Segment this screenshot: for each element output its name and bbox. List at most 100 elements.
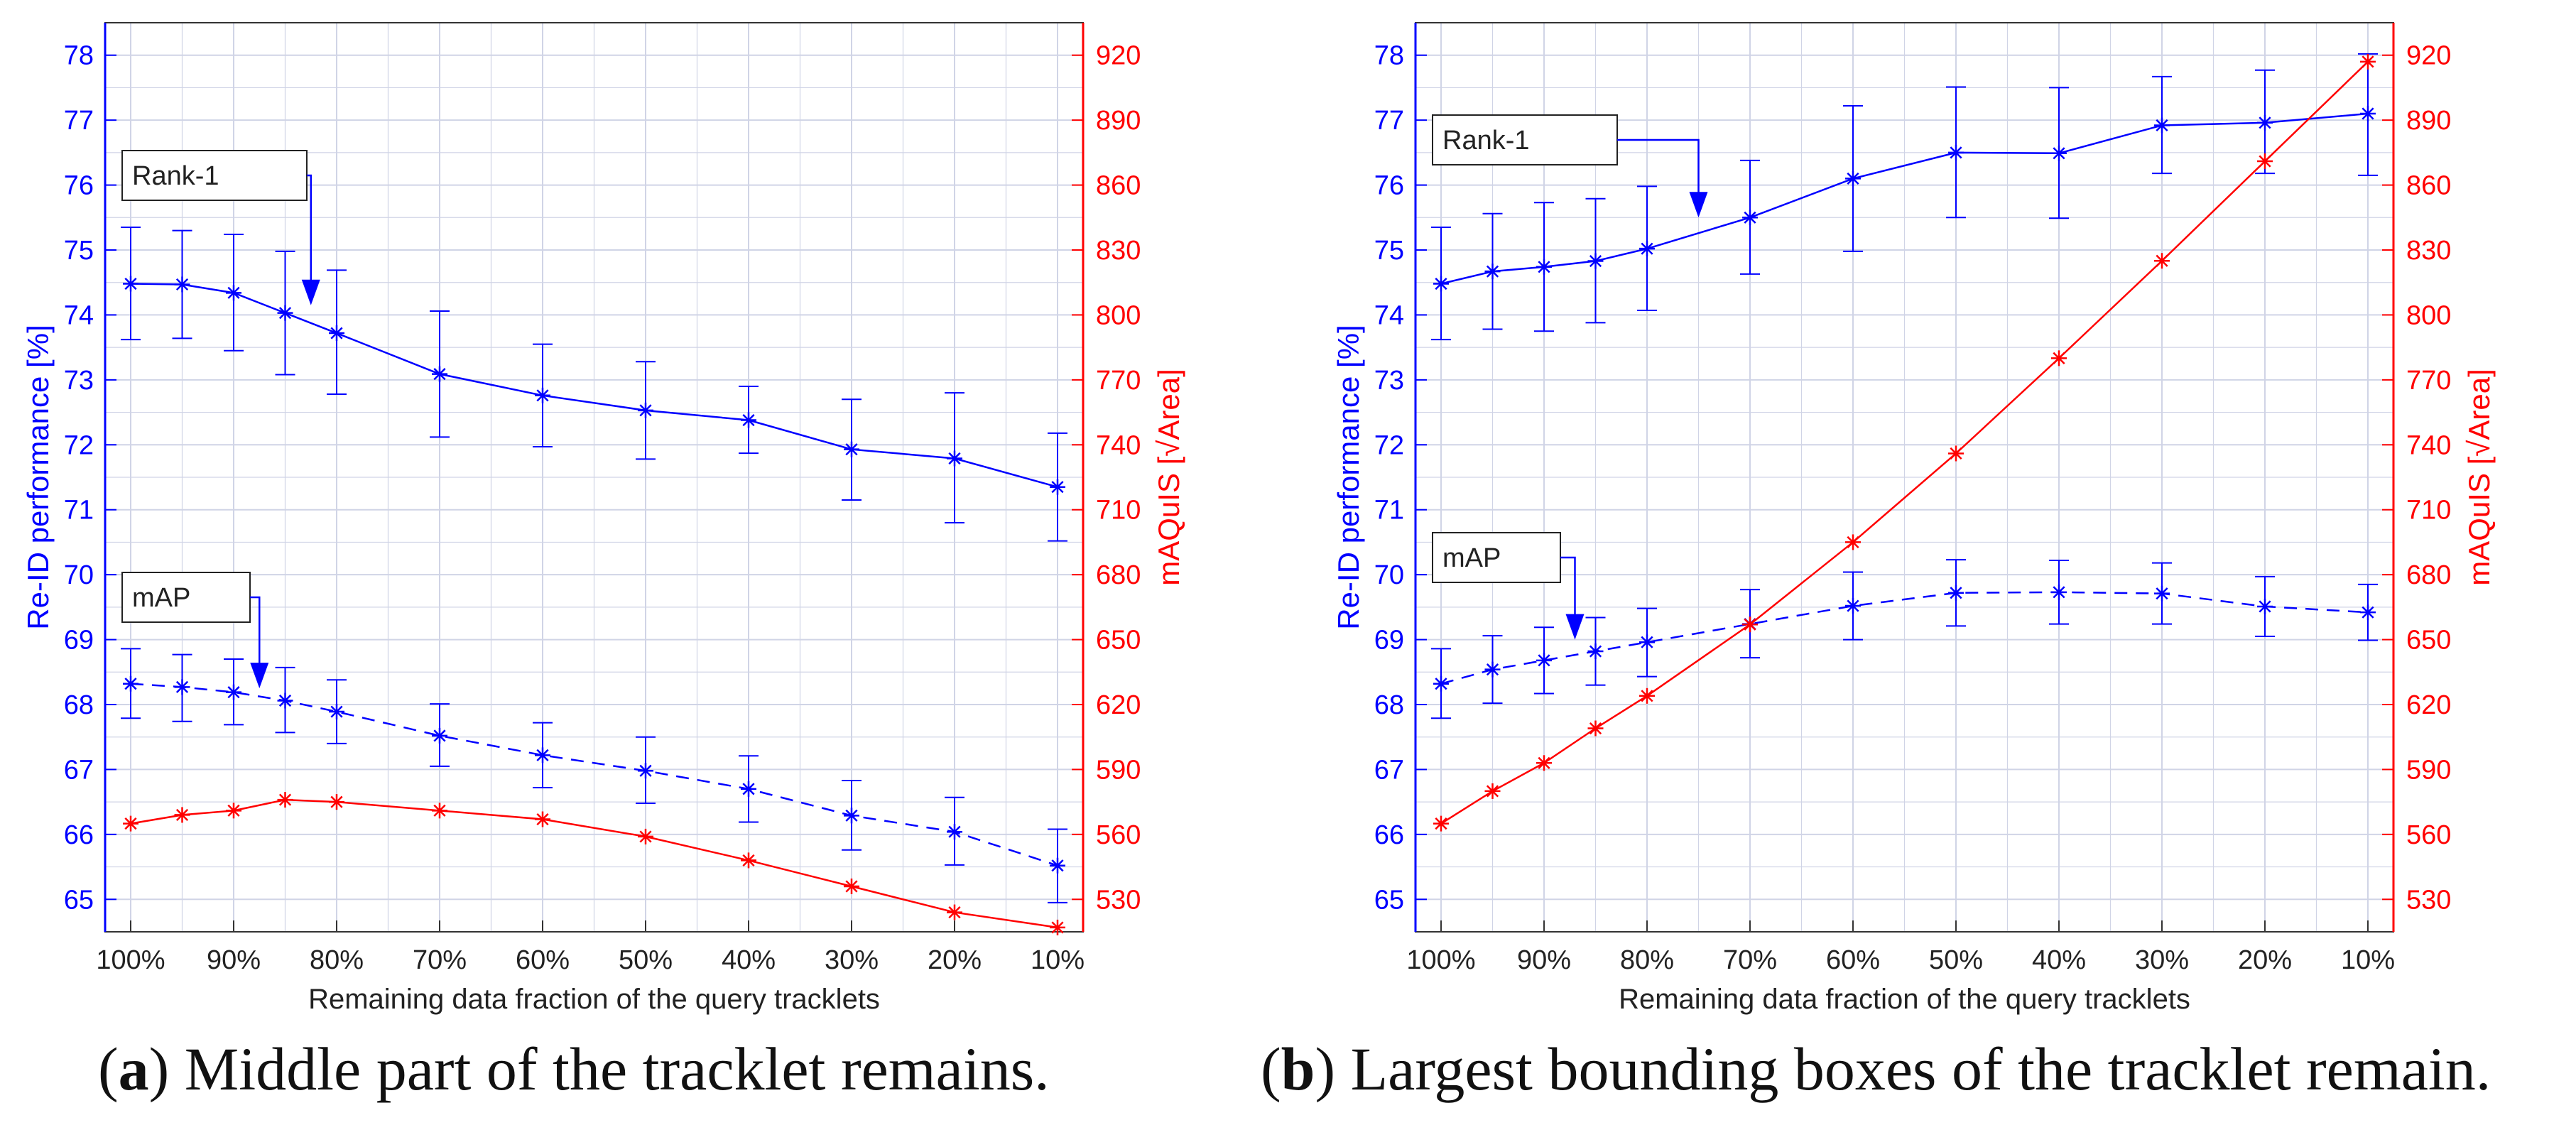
left-y-tick-label: 76: [1374, 171, 1404, 201]
data-point-stroke: [175, 808, 189, 822]
annotation-map: mAP: [121, 572, 269, 689]
data-point: [2051, 145, 2067, 161]
data-point-stroke: [742, 413, 755, 427]
data-point: [2257, 153, 2273, 170]
x-tick-label: 80%: [310, 945, 364, 975]
annotation-box: [1432, 114, 1618, 165]
left-y-tick-label: 77: [1374, 106, 1404, 136]
data-point: [277, 305, 293, 321]
right-y-axis-label: mAQuIS [√Area]: [1152, 369, 1185, 585]
data-point: [535, 811, 550, 827]
data-point-stroke: [536, 749, 549, 761]
data-point: [638, 763, 653, 779]
x-axis-label: Remaining data fraction of the query tra…: [1619, 984, 2190, 1015]
x-tick-label: 40%: [2032, 945, 2086, 975]
data-point: [1845, 534, 1861, 550]
data-point-stroke: [1744, 618, 1756, 631]
x-tick-label: 80%: [1620, 945, 1674, 975]
data-point-stroke: [845, 880, 858, 893]
data-point: [844, 441, 859, 457]
annotation-arrow-line: [1617, 138, 1700, 197]
data-point: [741, 852, 756, 869]
data-point-stroke: [227, 286, 240, 299]
x-tick-label: 10%: [2341, 945, 2395, 975]
data-point-stroke: [536, 812, 549, 826]
annotation-arrow-head: [1565, 614, 1585, 640]
caption-b: (b) Largest bounding boxes of the trackl…: [1261, 1035, 2491, 1103]
data-point: [1948, 585, 1964, 601]
data-point: [844, 879, 859, 894]
left-y-tick-label: 70: [1374, 560, 1404, 590]
x-axis-label: Remaining data fraction of the query tra…: [308, 984, 880, 1015]
data-point-stroke: [536, 389, 549, 402]
data-point-stroke: [948, 452, 961, 465]
data-point: [2360, 604, 2376, 621]
right-y-tick-label: 560: [2406, 820, 2451, 850]
series-line-rank-1: [130, 283, 1058, 488]
data-point: [1639, 634, 1655, 651]
data-point: [2154, 253, 2170, 269]
data-point-stroke: [2156, 119, 2168, 132]
data-point: [947, 904, 962, 920]
series-line-maquis: [1440, 60, 2369, 825]
right-y-tick-label: 890: [2406, 106, 2451, 136]
data-point: [947, 450, 962, 467]
left-y-tick-label: 71: [1374, 496, 1404, 526]
data-point: [123, 675, 138, 692]
data-point-stroke: [1538, 756, 1550, 769]
right-y-tick-label: 590: [2406, 755, 2451, 785]
left-y-tick-label: 71: [64, 496, 94, 526]
data-point-stroke: [1538, 261, 1550, 273]
data-point-stroke: [1641, 636, 1653, 648]
data-point-stroke: [433, 729, 446, 742]
annotation-arrow-head: [1689, 192, 1708, 218]
left-y-tick-label: 69: [64, 626, 94, 656]
data-point-stroke: [1641, 242, 1653, 255]
data-point: [1742, 616, 1758, 633]
x-tick-label: 100%: [96, 945, 165, 975]
data-point-stroke: [2156, 254, 2168, 267]
data-point-stroke: [1847, 536, 1859, 549]
right-y-tick-label: 890: [1096, 106, 1141, 136]
left-y-tick-label: 72: [64, 430, 94, 460]
data-point-stroke: [1589, 722, 1602, 735]
right-y-tick-label: 530: [2406, 885, 2451, 915]
x-tick-label: 30%: [825, 945, 879, 975]
x-tick-label: 50%: [619, 945, 673, 975]
data-point: [638, 402, 653, 418]
data-point: [535, 387, 550, 403]
right-y-tick-label: 620: [2406, 690, 2451, 720]
data-point-stroke: [1051, 481, 1064, 494]
data-point-stroke: [1950, 146, 1962, 159]
data-point: [329, 794, 344, 810]
data-point-stroke: [227, 804, 240, 817]
data-point-stroke: [2259, 600, 2271, 613]
left-y-tick-label: 75: [64, 236, 94, 266]
data-point-stroke: [1486, 265, 1499, 278]
data-point: [1948, 144, 1964, 161]
x-tick-label: 20%: [928, 945, 982, 975]
right-y-tick-label: 650: [2406, 626, 2451, 656]
data-point: [1536, 755, 1552, 771]
data-point: [1484, 783, 1501, 799]
left-y-tick-label: 65: [64, 885, 94, 915]
data-point-stroke: [1950, 587, 1962, 599]
right-y-tick-label: 770: [1096, 366, 1141, 396]
right-y-tick-label: 830: [2406, 236, 2451, 266]
data-point: [1050, 479, 1065, 495]
annotation-label: mAP: [132, 583, 190, 613]
left-y-tick-label: 66: [1374, 820, 1404, 850]
right-y-tick-label: 650: [1096, 626, 1141, 656]
data-point-stroke: [2259, 116, 2271, 129]
data-point-stroke: [1435, 277, 1447, 290]
annotation-map: mAP: [1432, 532, 1585, 640]
series-line-map: [1440, 591, 2369, 685]
annotation-box: [121, 150, 308, 201]
x-tick-label: 90%: [1517, 945, 1571, 975]
chart-b: 65 66 67 68 69 70 71 72 73 74 75 76 77 78 530 560 590 620…: [1332, 22, 2496, 1015]
series-line-map: [130, 683, 1058, 866]
left-y-tick-label: 70: [64, 560, 94, 590]
caption-a: (a) Middle part of the tracklet remains.: [98, 1035, 1050, 1103]
data-point: [1587, 253, 1604, 269]
data-point-stroke: [2156, 587, 2168, 600]
